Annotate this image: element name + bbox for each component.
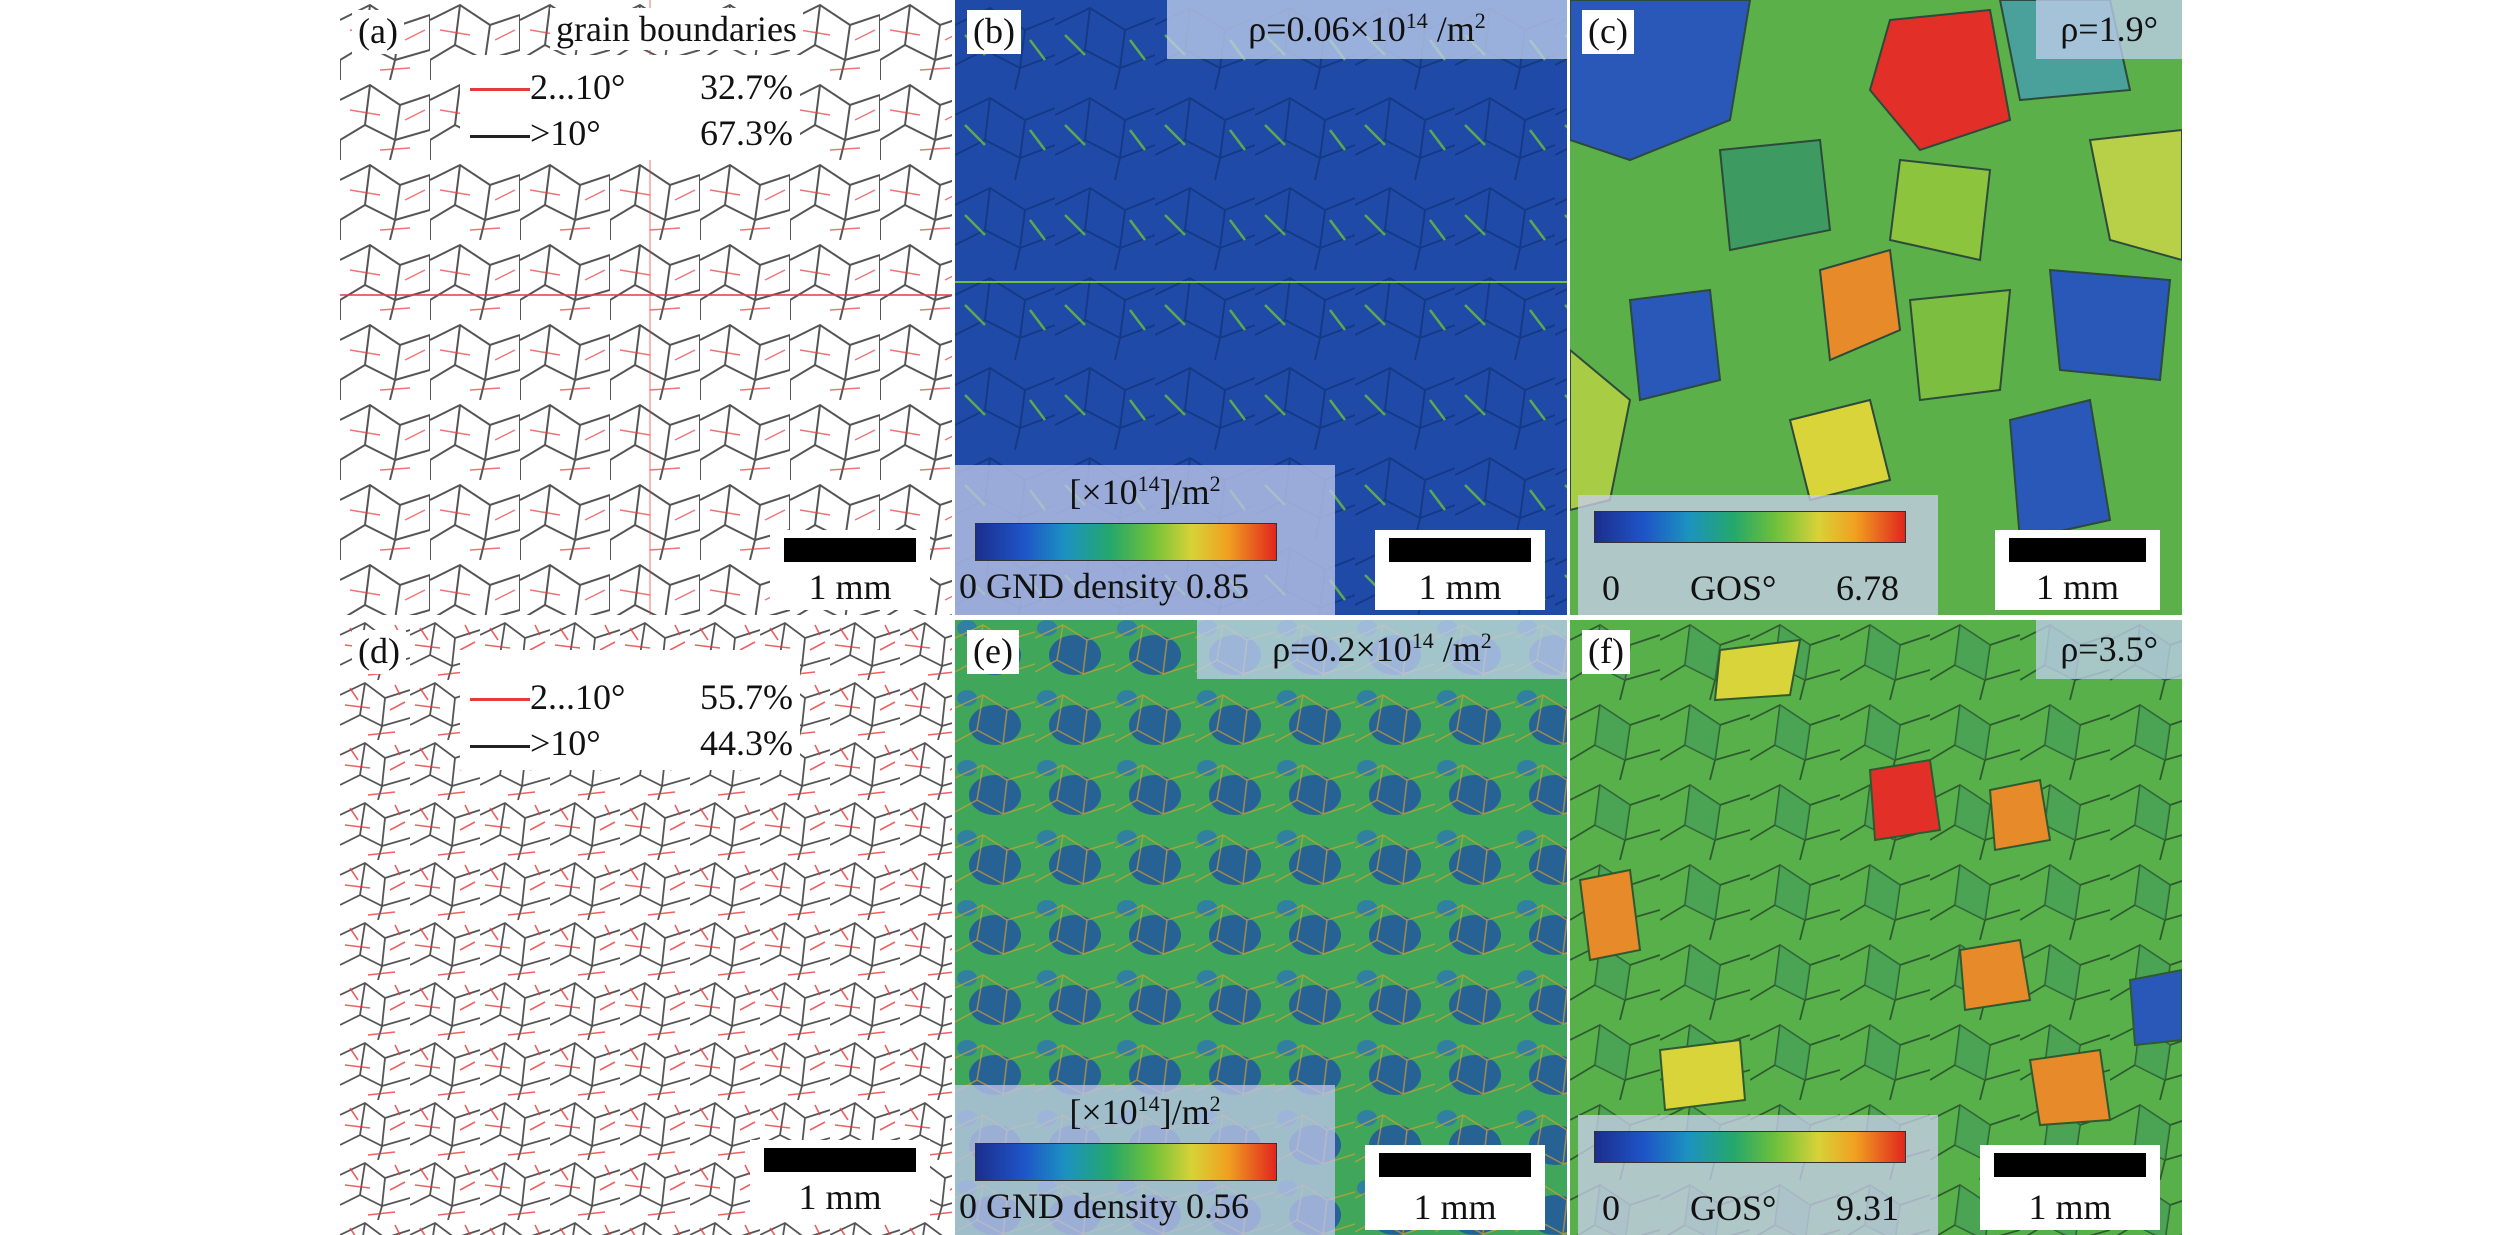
scale-bar-label: 1 mm <box>1418 567 1502 607</box>
colorbar-unit: [×1014]/m2 <box>955 471 1335 513</box>
colorbar-legend: [×1014]/m2 0 GND density 0.56 <box>955 1085 1335 1235</box>
panel-label: (e) <box>967 630 1019 674</box>
scale-bar-label: 1 mm <box>2028 1187 2112 1227</box>
scale-bar: 1 mm <box>1980 1145 2160 1230</box>
panel-a-grain-boundary-map: (a) grain boundaries 2...10° 32.7% >10° … <box>340 0 952 615</box>
colorbar-title: GOS° <box>1690 568 1777 608</box>
rho-suffix-sup: 2 <box>1474 8 1486 33</box>
scale-bar: 1 mm <box>1375 530 1545 610</box>
panel-label: (a) <box>352 10 404 54</box>
colorbar-min: 0 <box>1602 568 1620 608</box>
rho-suffix: /m <box>1433 629 1481 669</box>
average-gos-label: ρ=3.5° <box>2036 620 2182 680</box>
unit-sup: 2 <box>1209 1091 1221 1116</box>
panel-c-gos-map: (c) ρ=1.9° 0 GOS° 6.78 1 mm <box>1570 0 2182 615</box>
scale-bar-line <box>2009 538 2146 562</box>
colorbar-gradient <box>975 523 1277 561</box>
unit-sup: 2 <box>1209 471 1221 496</box>
legend-box <box>460 55 800 160</box>
legend-title: grain boundaries <box>550 8 803 50</box>
colorbar-legend: 0 GOS° 9.31 <box>1578 1115 1938 1235</box>
unit-exponent: 14 <box>1137 471 1160 496</box>
scale-bar-label: 1 mm <box>1413 1187 1497 1227</box>
colorbar-label: 0 GND density 0.56 <box>959 1186 1249 1226</box>
rho-suffix-sup: 2 <box>1480 628 1492 653</box>
unit-exponent: 14 <box>1137 1091 1160 1116</box>
scale-bar: 1 mm <box>750 1140 930 1220</box>
colorbar-label: 0 GND density 0.85 <box>959 566 1249 606</box>
rho-exponent: 14 <box>1411 628 1434 653</box>
unit-prefix: [×10 <box>1069 472 1138 512</box>
scale-bar-label: 1 mm <box>2035 567 2119 607</box>
legend-row-high-angle-name: >10° <box>530 723 601 763</box>
scale-bar-label: 1 mm <box>798 1177 882 1217</box>
dislocation-density-label: ρ=0.2×1014 /m2 <box>1197 620 1567 680</box>
scale-bar-line <box>1994 1153 2146 1177</box>
scale-bar-line <box>1389 538 1531 562</box>
legend-row-low-angle-name: 2...10° <box>530 67 626 107</box>
panel-b-gnd-density-map: (b) ρ=0.06×1014 /m2 [×1014]/m2 0 GND den… <box>955 0 1567 615</box>
colorbar-gradient <box>1594 511 1906 543</box>
rho-prefix: ρ=0.2×10 <box>1272 629 1412 669</box>
unit-suffix: ]/m <box>1159 1092 1210 1132</box>
rho-prefix: ρ=0.06×10 <box>1248 9 1406 49</box>
legend-row-low-angle-percent: 32.7% <box>700 67 793 107</box>
low-angle-line-swatch <box>470 88 530 91</box>
colorbar-max: 6.78 <box>1836 568 1899 608</box>
panel-label: (b) <box>967 10 1021 54</box>
colorbar-legend: [×1014]/m2 0 GND density 0.85 <box>955 465 1335 615</box>
rho-exponent: 14 <box>1405 8 1428 33</box>
scale-bar-label: 1 mm <box>808 567 892 607</box>
panel-d-grain-boundary-map: (d) 2...10° 55.7% >10° 44.3% 1 mm <box>340 620 952 1235</box>
average-gos-label: ρ=1.9° <box>2036 0 2182 60</box>
dislocation-density-label: ρ=0.06×1014 /m2 <box>1167 0 1567 60</box>
panel-f-gos-map: (f) ρ=3.5° 0 GOS° 9.31 1 mm <box>1570 620 2182 1235</box>
high-angle-line-swatch <box>470 135 530 138</box>
scale-bar: 1 mm <box>770 530 930 610</box>
colorbar-gradient <box>975 1143 1277 1181</box>
colorbar-title: GOS° <box>1690 1188 1777 1228</box>
scale-bar-line <box>1379 1153 1531 1177</box>
scale-bar-line <box>764 1148 916 1172</box>
panel-label: (d) <box>352 630 406 674</box>
legend-row-high-angle-percent: 67.3% <box>700 113 793 153</box>
colorbar-max: 9.31 <box>1836 1188 1899 1228</box>
colorbar-gradient <box>1594 1131 1906 1163</box>
low-angle-line-swatch <box>470 698 530 701</box>
panel-label: (c) <box>1582 10 1634 54</box>
panel-label: (f) <box>1582 630 1630 674</box>
legend-row-high-angle-percent: 44.3% <box>700 723 793 763</box>
scale-bar-line <box>784 538 916 562</box>
colorbar-unit: [×1014]/m2 <box>955 1091 1335 1133</box>
unit-prefix: [×10 <box>1069 1092 1138 1132</box>
unit-suffix: ]/m <box>1159 472 1210 512</box>
high-angle-line-swatch <box>470 745 530 748</box>
legend-row-low-angle-percent: 55.7% <box>700 677 793 717</box>
legend-row-low-angle-name: 2...10° <box>530 677 626 717</box>
scale-bar: 1 mm <box>1995 530 2160 610</box>
colorbar-min: 0 <box>1602 1188 1620 1228</box>
legend-row-high-angle-name: >10° <box>530 113 601 153</box>
rho-suffix: /m <box>1427 9 1475 49</box>
legend-box <box>460 650 800 770</box>
panel-e-gnd-density-map: (e) ρ=0.2×1014 /m2 [×1014]/m2 0 GND dens… <box>955 620 1567 1235</box>
scale-bar: 1 mm <box>1365 1145 1545 1230</box>
colorbar-legend: 0 GOS° 6.78 <box>1578 495 1938 615</box>
